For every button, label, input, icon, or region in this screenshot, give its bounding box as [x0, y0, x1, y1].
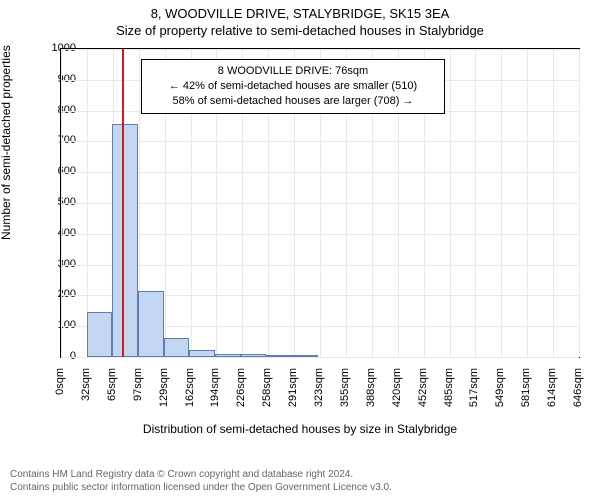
x-tick-label: 129sqm	[158, 368, 170, 408]
property-marker-line	[122, 49, 124, 357]
histogram-bar	[112, 124, 138, 357]
histogram-bar	[87, 312, 113, 357]
histogram-bar	[189, 350, 215, 357]
copyright-text: Contains HM Land Registry data © Crown c…	[10, 468, 392, 494]
gridline-vertical	[61, 49, 62, 357]
info-line-address: 8 WOODVILLE DRIVE: 76sqm	[148, 64, 438, 79]
info-line-smaller: ← 42% of semi-detached houses are smalle…	[148, 79, 438, 94]
chart-title-address: 8, WOODVILLE DRIVE, STALYBRIDGE, SK15 3E…	[0, 0, 600, 21]
x-tick-label: 323sqm	[313, 368, 325, 408]
gridline-horizontal	[61, 357, 579, 358]
gridline-vertical	[579, 49, 580, 357]
x-tick-label: 581sqm	[520, 368, 532, 408]
x-tick-label: 258sqm	[261, 368, 273, 408]
chart-container: Number of semi-detached properties 01002…	[0, 40, 600, 440]
info-line-larger: 58% of semi-detached houses are larger (…	[148, 94, 438, 109]
gridline-vertical	[450, 49, 451, 357]
copyright-line1: Contains HM Land Registry data © Crown c…	[10, 468, 392, 481]
y-axis-label: Number of semi-detached properties	[0, 45, 13, 240]
x-tick-label: 355sqm	[339, 368, 351, 408]
x-tick-label: 0sqm	[54, 368, 66, 408]
gridline-vertical	[553, 49, 554, 357]
x-tick-label: 646sqm	[572, 368, 584, 408]
copyright-line2: Contains public sector information licen…	[10, 481, 392, 494]
x-tick-label: 226sqm	[235, 368, 247, 408]
histogram-bar	[164, 338, 190, 357]
gridline-vertical	[475, 49, 476, 357]
x-tick-label: 97sqm	[132, 368, 144, 408]
gridline-vertical	[527, 49, 528, 357]
property-info-box: 8 WOODVILLE DRIVE: 76sqm← 42% of semi-de…	[141, 59, 445, 114]
x-tick-label: 162sqm	[184, 368, 196, 408]
gridline-vertical	[501, 49, 502, 357]
x-tick-label: 485sqm	[443, 368, 455, 408]
histogram-bar	[215, 354, 241, 357]
x-tick-label: 452sqm	[417, 368, 429, 408]
x-tick-label: 420sqm	[391, 368, 403, 408]
x-tick-label: 388sqm	[365, 368, 377, 408]
x-tick-label: 291sqm	[287, 368, 299, 408]
x-tick-label: 32sqm	[80, 368, 92, 408]
histogram-bar	[241, 354, 267, 357]
histogram-bar	[138, 291, 164, 357]
histogram-bar	[292, 355, 318, 357]
plot-area: 8 WOODVILLE DRIVE: 76sqm← 42% of semi-de…	[60, 48, 580, 358]
histogram-bar	[266, 355, 292, 357]
x-tick-label: 614sqm	[546, 368, 558, 408]
x-tick-label: 65sqm	[106, 368, 118, 408]
x-tick-label: 194sqm	[209, 368, 221, 408]
x-axis-label: Distribution of semi-detached houses by …	[0, 422, 600, 436]
chart-title-desc: Size of property relative to semi-detach…	[0, 21, 600, 38]
x-tick-label: 549sqm	[494, 368, 506, 408]
x-tick-label: 517sqm	[468, 368, 480, 408]
gridline-vertical	[87, 49, 88, 357]
